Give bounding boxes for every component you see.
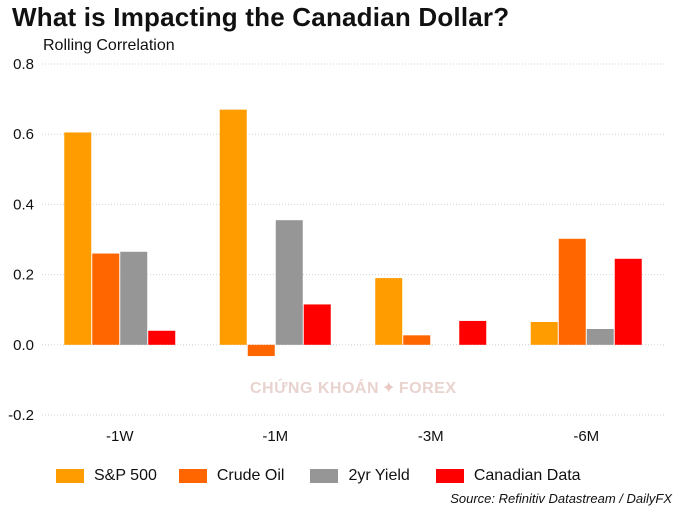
y-tick-label: 0.6: [13, 126, 34, 143]
x-tick-label: -1M: [262, 428, 288, 445]
x-tick-label: -1W: [106, 428, 134, 445]
bar-canadian-data-1w: [148, 330, 176, 345]
legend-swatch: [435, 469, 464, 483]
y-tick-label: 0.4: [13, 196, 34, 213]
bar-crude-oil-1m: [247, 344, 275, 357]
legend-label: 2yr Yield: [348, 467, 410, 484]
x-tick-label: -6M: [573, 428, 599, 445]
chart-legend: S&P 500 Crude Oil 2yr Yield Canadian Data: [56, 467, 581, 485]
bar-canadian-data-3m: [459, 320, 487, 345]
source-note: Source: Refinitiv Datastream / DailyFX: [450, 491, 672, 506]
legend-swatch: [178, 469, 207, 483]
legend-item: Canadian Data: [435, 467, 581, 485]
legend-swatch: [56, 469, 84, 483]
chart-title: What is Impacting the Canadian Dollar?: [12, 2, 510, 32]
bar-s-p-500-6m: [530, 321, 558, 345]
bar-canadian-data-1m: [303, 304, 331, 345]
legend-label: Crude Oil: [216, 467, 285, 484]
legend-label: Canadian Data: [473, 467, 581, 484]
watermark-logo-icon: ✦: [382, 380, 396, 397]
watermark-left-text: CHỨNG KHOÁN: [250, 380, 379, 397]
legend-item: 2yr Yield: [310, 467, 410, 485]
y-tick-label: -0.2: [8, 407, 34, 424]
x-tick-label: -3M: [418, 428, 444, 445]
bar-canadian-data-6m: [614, 258, 642, 345]
bar-s-p-500-1m: [219, 109, 247, 345]
y-tick-label: 0.0: [13, 337, 34, 354]
bar-s-p-500-3m: [375, 278, 403, 345]
chart-subtitle: Rolling Correlation: [43, 37, 175, 54]
bar-crude-oil-1w: [92, 253, 120, 345]
watermark: CHỨNG KHOÁN ✦ FOREX: [250, 378, 457, 398]
legend-item: S&P 500: [56, 467, 157, 485]
bar-crude-oil-3m: [403, 335, 431, 345]
legend-swatch: [310, 469, 339, 483]
bar-s-p-500-1w: [64, 132, 92, 345]
watermark-right-text: FOREX: [398, 380, 457, 397]
bar-2yr-yield-1w: [120, 251, 148, 345]
bar-2yr-yield-6m: [586, 329, 614, 345]
legend-item: Crude Oil: [178, 467, 285, 485]
y-tick-label: 0.2: [13, 267, 34, 284]
y-tick-label: 0.8: [13, 56, 34, 73]
bar-crude-oil-6m: [558, 238, 586, 345]
bar-2yr-yield-1m: [275, 220, 303, 345]
legend-label: S&P 500: [94, 467, 157, 484]
